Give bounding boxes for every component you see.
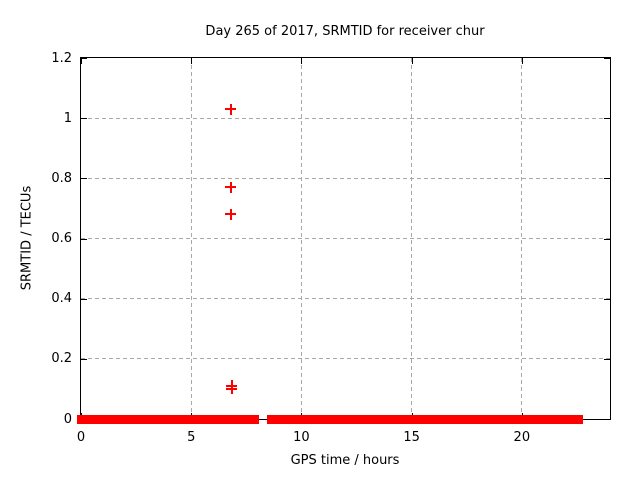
y-gridline (81, 238, 610, 239)
y-tick-label: 0 (63, 411, 72, 427)
data-point-marker (226, 383, 238, 395)
y-tick-label: 0.8 (51, 170, 72, 186)
x-axis-label: GPS time / hours (290, 453, 400, 468)
x-tick-label: 15 (403, 430, 420, 445)
x-tick-label: 0 (76, 430, 86, 445)
y-tick-mark-right (604, 358, 610, 360)
x-tick-mark-top (191, 58, 193, 64)
x-tick-label: 5 (187, 430, 196, 445)
data-baseline-segment (77, 414, 260, 424)
plus-marker-vstroke (229, 103, 232, 115)
y-tick-label: 0.6 (51, 231, 72, 246)
x-tick-label: 10 (293, 430, 310, 445)
x-tick-mark-top (301, 58, 303, 64)
y-tick-mark-left (81, 118, 87, 120)
plus-marker-vstroke (229, 181, 232, 193)
plus-marker-vstroke (229, 208, 232, 220)
y-tick-mark-left (81, 238, 87, 240)
y-gridline (81, 358, 610, 360)
data-baseline-segment (266, 414, 584, 424)
chart-title: Day 265 of 2017, SRMTID for receiver chu… (205, 24, 485, 39)
y-tick-mark-right (604, 58, 610, 59)
y-tick-mark-right (604, 419, 610, 420)
data-point-marker (225, 103, 237, 115)
y-tick-label: 0.4 (51, 291, 72, 307)
y-gridline (81, 177, 610, 179)
y-tick-mark-right (604, 178, 610, 180)
y-tick-label: 1 (63, 110, 72, 126)
y-gridline (81, 298, 610, 300)
y-tick-mark-left (81, 298, 87, 300)
y-tick-label: 0.2 (51, 351, 72, 367)
x-tick-mark-top (411, 58, 413, 64)
y-gridline (81, 117, 610, 119)
plus-marker-vstroke (230, 383, 233, 395)
y-tick-mark-right (604, 298, 610, 300)
y-tick-mark-left (81, 178, 87, 180)
x-tick-label: 20 (513, 430, 531, 445)
y-tick-label: 1.2 (51, 50, 72, 66)
y-tick-mark-right (604, 238, 610, 240)
data-point-marker (225, 208, 237, 220)
x-tick-mark-top (521, 58, 523, 64)
y-tick-mark-left (81, 58, 87, 59)
data-point-marker (225, 181, 237, 193)
y-tick-mark-right (604, 118, 610, 120)
x-tick-mark-top (81, 58, 82, 64)
y-tick-mark-left (81, 358, 87, 360)
